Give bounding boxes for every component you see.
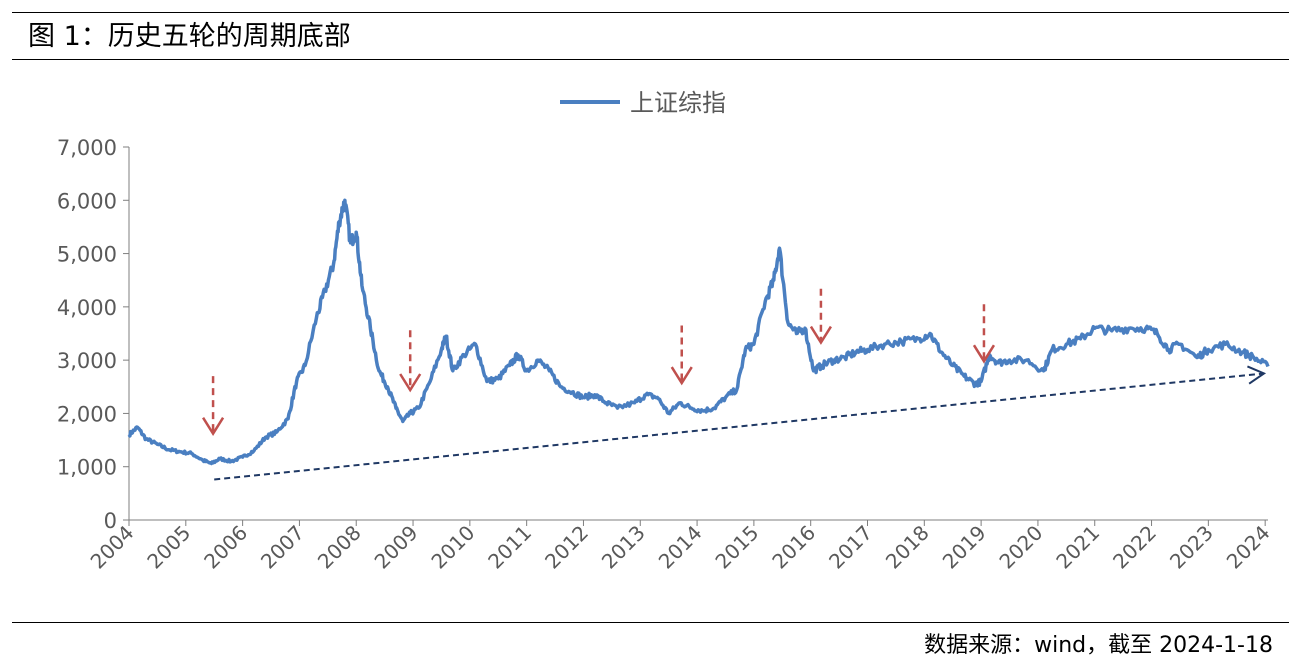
x-tick-label: 2022	[1108, 521, 1161, 574]
x-tick-label: 2012	[540, 521, 593, 574]
x-axis: 2004 2005 2006 2007 2008 2009 2010 2011 2012 2013…	[86, 519, 1275, 574]
chart: 上证综指 0 1,000 2,000 3,000 4,000 5,000 6,000 7,00…	[57, 89, 1275, 574]
x-tick-label: 2007	[256, 521, 309, 574]
cycle-bottom-arrowhead	[202, 417, 225, 437]
legend-label: 上证综指	[630, 89, 726, 117]
y-tick-label: 7,000	[57, 136, 117, 160]
x-tick-label: 2015	[710, 521, 763, 574]
y-tick-label: 3,000	[57, 349, 117, 373]
x-tick-label: 2013	[597, 521, 650, 574]
x-tick-label: 2018	[881, 521, 934, 574]
x-tick-label: 2016	[767, 521, 820, 574]
y-tick-label: 5,000	[57, 243, 117, 267]
y-tick-label: 4,000	[57, 296, 117, 320]
series-line-shanghai-composite	[127, 198, 1270, 466]
x-tick-label: 2019	[938, 521, 991, 574]
y-tick-label: 1,000	[57, 456, 117, 480]
trend-arrowhead	[1247, 365, 1267, 385]
arrow-layer	[202, 288, 996, 437]
y-tick-label: 6,000	[57, 189, 117, 213]
trend-layer	[214, 365, 1267, 481]
y-tick-label: 0	[104, 509, 117, 533]
y-axis: 0 1,000 2,000 3,000 4,000 5,000 6,000 7,000	[57, 136, 130, 533]
bottom-rule	[12, 622, 1289, 623]
trend-line	[214, 372, 1265, 481]
source-note: 数据来源：wind，截至 2024-1-18	[924, 633, 1273, 658]
x-tick-label: 2005	[142, 521, 195, 574]
cycle-bottom-arrowhead	[809, 325, 832, 345]
cycle-bottom-arrowhead	[670, 366, 693, 386]
y-tick-label: 2,000	[57, 402, 117, 426]
x-tick-label: 2023	[1165, 521, 1218, 574]
x-tick-label: 2020	[994, 521, 1047, 574]
x-tick-label: 2011	[483, 521, 536, 574]
x-tick-label: 2006	[199, 521, 252, 574]
top-rule	[12, 12, 1289, 13]
figure-title: 图 1：历史五轮的周期底部	[28, 21, 351, 52]
legend: 上证综指	[560, 89, 726, 117]
x-tick-label: 2024	[1222, 521, 1275, 574]
x-tick-label: 2021	[1051, 521, 1104, 574]
title-rule	[12, 59, 1289, 60]
x-tick-label: 2017	[824, 521, 877, 574]
x-tick-label: 2009	[370, 521, 423, 574]
series-layer	[127, 198, 1270, 466]
x-tick-label: 2014	[654, 521, 707, 574]
cycle-bottom-arrowhead	[972, 344, 996, 364]
x-tick-label: 2010	[426, 521, 479, 574]
cycle-bottom-arrowhead	[399, 373, 422, 393]
x-tick-label: 2008	[313, 521, 366, 574]
